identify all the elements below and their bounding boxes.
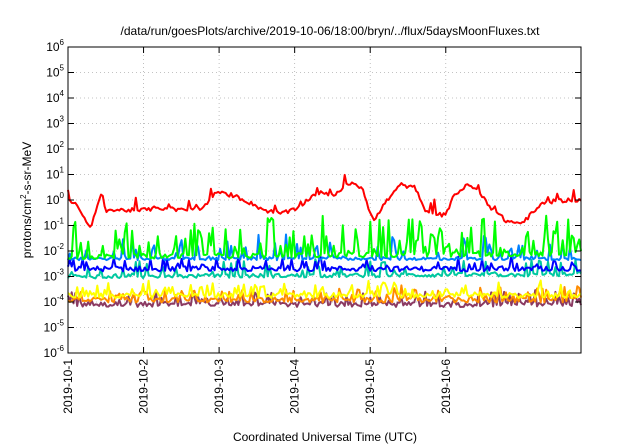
y-tick-label: 100	[46, 191, 64, 207]
y-axis: 10-6 10-5 10-4 10-3 10-2 10-1 100 101 102 103 104 1…	[44, 38, 581, 360]
series-group	[67, 173, 582, 308]
series-line	[67, 258, 582, 280]
y-tick-label: 10-5	[44, 319, 65, 335]
series-line	[67, 284, 582, 304]
x-tick-label: 2019-10-5	[363, 359, 377, 414]
y-tick-label: 105	[46, 64, 64, 80]
series-line	[67, 279, 582, 299]
x-axis-label: Coordinated Universal Time (UTC)	[233, 430, 417, 444]
series-line	[67, 214, 582, 260]
series-line	[67, 173, 582, 228]
x-tick-label: 2019-10-6	[439, 359, 453, 414]
x-tick-label: 2019-10-1	[61, 359, 75, 414]
y-tick-label: 10-3	[44, 268, 65, 284]
series-line	[67, 289, 582, 308]
y-tick-label: 101	[46, 166, 64, 182]
x-axis: 2019-10-1 2019-10-2 2019-10-3 2019-10-4 2019…	[61, 47, 453, 414]
y-tick-label: 103	[46, 115, 64, 131]
y-tick-label: 10-2	[44, 242, 65, 258]
series-line	[67, 233, 582, 262]
x-tick-label: 2019-10-2	[137, 359, 151, 414]
x-tick-label: 2019-10-3	[212, 359, 226, 414]
x-tick-label: 2019-10-4	[288, 359, 302, 414]
y-tick-label: 102	[46, 140, 64, 156]
y-tick-label: 10-6	[44, 344, 65, 360]
grid	[68, 47, 581, 353]
y-axis-label: protons/cm2-s-sr-MeV	[19, 142, 34, 258]
series-line	[67, 254, 582, 273]
chart-title: /data/run/goesPlots/archive/2019-10-06/1…	[121, 24, 541, 38]
y-tick-label: 10-4	[44, 293, 65, 309]
y-tick-label: 104	[46, 89, 64, 105]
y-tick-label: 106	[46, 38, 64, 54]
y-tick-label: 10-1	[44, 217, 65, 233]
